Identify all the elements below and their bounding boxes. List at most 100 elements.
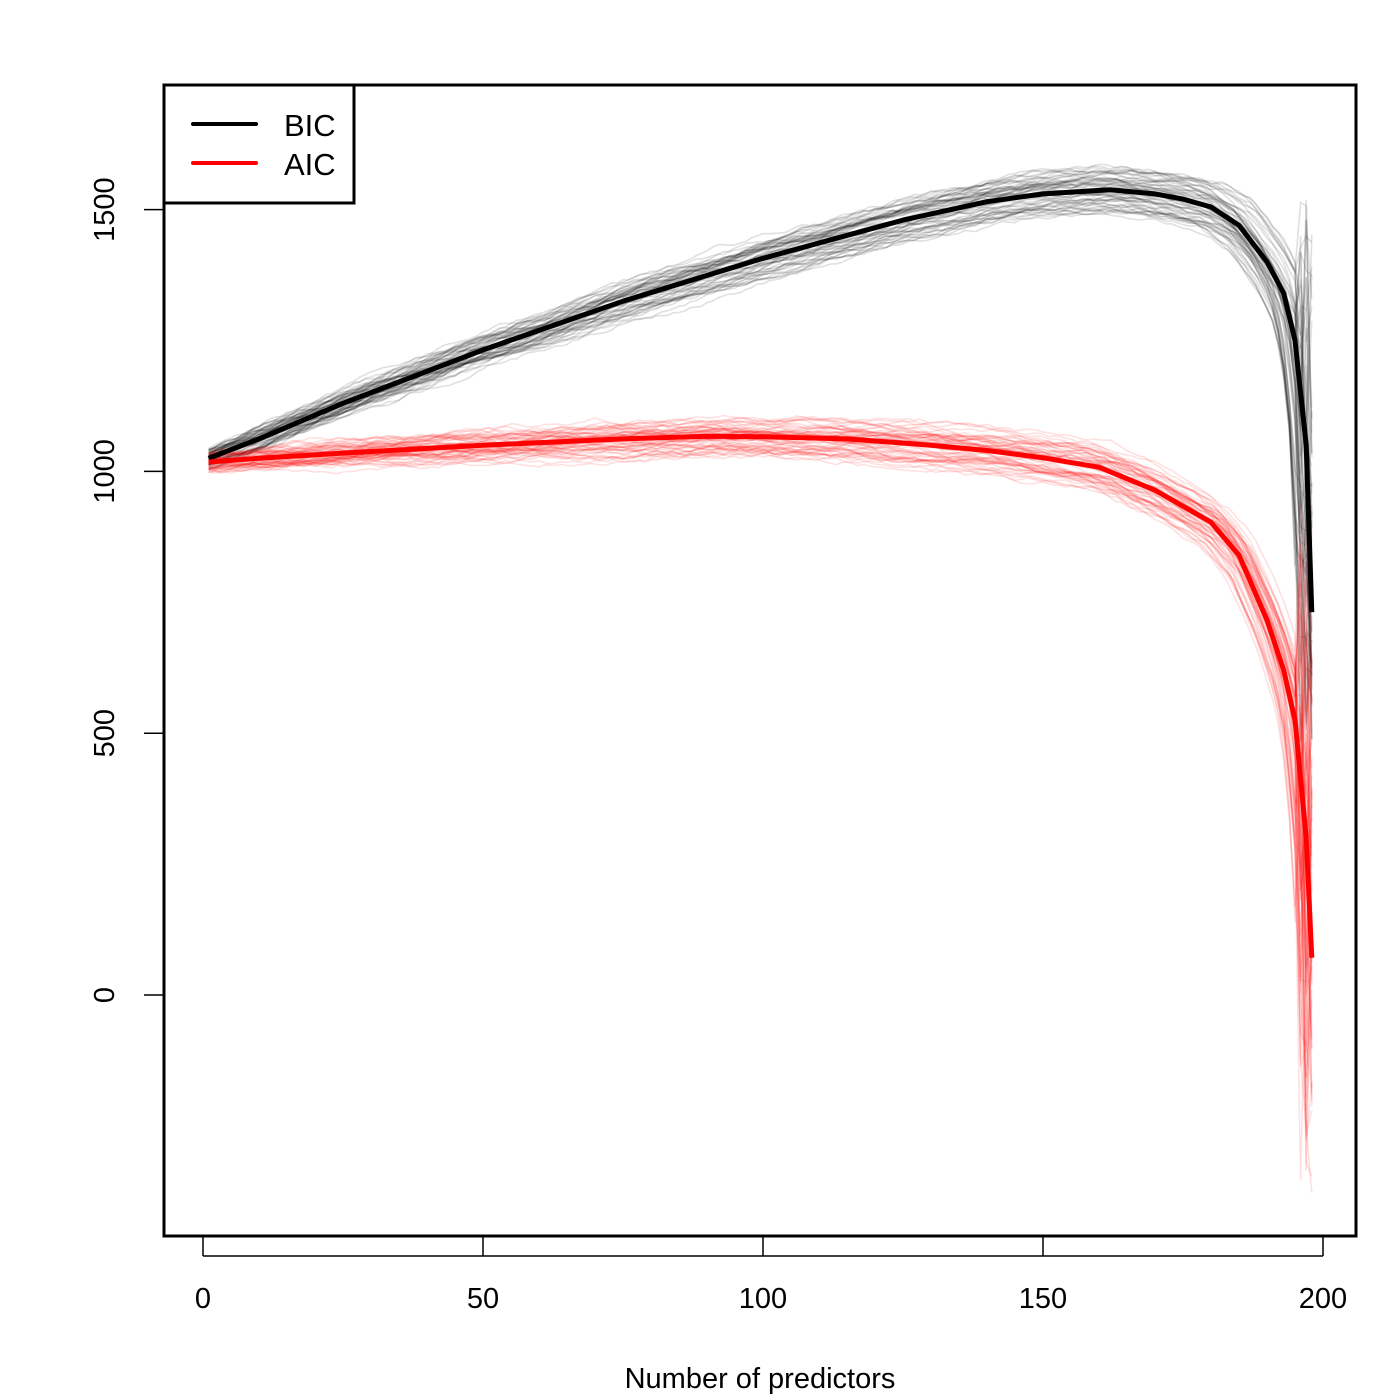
plot-frame [162, 83, 1358, 1238]
legend: BIC AIC [162, 83, 356, 205]
replicate-curve-bic [208, 188, 1313, 633]
replicate-curve-bic [208, 169, 1313, 452]
replicate-curve-aic [208, 447, 1313, 1171]
replicate-curve-bic [208, 205, 1313, 741]
replicate-curve-aic [208, 435, 1313, 1088]
replicate-curve-aic [208, 417, 1313, 940]
replicate-curve-aic [208, 441, 1313, 725]
replicate-curve-aic [208, 446, 1313, 901]
replicate-curve-aic [208, 428, 1313, 848]
replicate-curve-bic [208, 189, 1313, 608]
replicate-curve-aic [208, 415, 1313, 891]
series-line-aic [208, 433, 1315, 958]
replicate-curve-bic [208, 209, 1313, 546]
replicate-curve-aic [208, 422, 1313, 1046]
replicate-curve-bic [208, 194, 1313, 681]
replicate-curve-aic [208, 426, 1313, 969]
replicate-curves [208, 163, 1313, 1193]
legend-bic-label: BIC [284, 108, 336, 143]
replicate-curve-aic [208, 444, 1313, 994]
replicate-curve-aic [208, 417, 1313, 867]
replicate-curve-aic [208, 414, 1313, 1098]
replicate-curve-aic [208, 443, 1313, 962]
replicate-curve-aic [208, 424, 1313, 1136]
replicate-curve-bic [208, 201, 1313, 668]
replicate-curve-aic [208, 442, 1313, 1037]
replicate-curve-aic [208, 441, 1313, 994]
x-tick-label: 0 [195, 1283, 211, 1315]
replicate-curve-aic [208, 431, 1313, 1061]
replicate-curve-bic [208, 177, 1313, 677]
replicate-curve-aic [208, 440, 1313, 947]
replicate-curve-bic [208, 209, 1313, 518]
replicate-curve-aic [208, 436, 1313, 822]
replicate-curve-bic [208, 206, 1313, 604]
replicate-curve-bic [208, 209, 1313, 663]
replicate-curve-aic [208, 427, 1313, 934]
replicate-curve-bic [208, 202, 1313, 462]
replicate-curve-bic [208, 174, 1313, 739]
replicate-curve-aic [208, 430, 1313, 703]
replicate-curve-aic [208, 451, 1313, 909]
replicate-curve-bic [208, 165, 1313, 454]
replicate-curve-bic [208, 195, 1313, 605]
replicate-curve-aic [208, 449, 1313, 1094]
y-tick-label: 1500 [89, 177, 121, 242]
replicate-curve-bic [208, 191, 1313, 690]
legend-box [162, 83, 356, 205]
replicate-curve-bic [208, 186, 1313, 459]
replicate-curve-aic [208, 438, 1313, 799]
replicate-curve-bic [208, 209, 1313, 728]
replicate-curve-bic [208, 175, 1313, 718]
replicate-curve-aic [208, 426, 1313, 892]
y-tick-label: 500 [89, 709, 121, 757]
replicate-curve-bic [208, 178, 1313, 723]
replicate-curve-bic [208, 169, 1313, 451]
replicate-curve-bic [208, 168, 1313, 613]
replicate-curve-bic [208, 183, 1313, 460]
replicate-curve-aic [208, 425, 1313, 973]
replicate-curve-aic [208, 430, 1313, 953]
replicate-curve-bic [208, 197, 1313, 495]
replicate-curve-bic [208, 163, 1313, 647]
replicate-curve-bic [208, 182, 1313, 456]
replicate-curve-aic [208, 446, 1313, 952]
replicate-curve-aic [208, 443, 1313, 1177]
replicate-curve-aic [208, 425, 1313, 1141]
replicate-curve-aic [208, 425, 1313, 1180]
replicate-curve-bic [208, 166, 1313, 576]
x-tick-label: 100 [739, 1283, 787, 1315]
replicate-curve-aic [208, 440, 1313, 985]
replicate-curve-aic [208, 417, 1313, 1053]
replicate-curve-bic [208, 181, 1313, 474]
legend-aic-label: AIC [284, 147, 336, 182]
series-line-bic [207, 187, 1315, 613]
replicate-curve-aic [208, 433, 1313, 1050]
replicate-curve-aic [208, 444, 1313, 901]
replicate-curve-aic [208, 419, 1313, 1078]
replicate-curve-aic [208, 415, 1313, 982]
replicate-curve-aic [208, 434, 1313, 983]
x-axis-title: Number of predictors [625, 1363, 896, 1395]
y-tick-label: 1000 [89, 439, 121, 504]
replicate-curve-bic [208, 197, 1313, 676]
replicate-curve-bic [208, 177, 1313, 457]
replicate-curve-aic [208, 422, 1313, 1068]
replicate-curve-bic [208, 201, 1313, 532]
replicate-curve-aic [208, 434, 1313, 1128]
replicate-curve-aic [208, 424, 1313, 1193]
replicate-curve-aic [208, 430, 1313, 1111]
y-axis: 0 500 1000 1500 [89, 177, 164, 1003]
mean-curves [207, 187, 1315, 958]
x-axis: 0 50 100 150 200 [195, 1236, 1347, 1315]
replicate-curve-aic [208, 425, 1313, 986]
replicate-curve-bic [208, 197, 1313, 579]
replicate-curve-bic [208, 169, 1313, 725]
replicate-curve-aic [208, 439, 1313, 996]
replicate-curve-bic [208, 204, 1313, 467]
replicate-curve-aic [208, 422, 1313, 1078]
replicate-curve-bic [208, 175, 1313, 458]
replicate-curve-aic [208, 450, 1313, 891]
replicate-curve-aic [208, 444, 1313, 1040]
